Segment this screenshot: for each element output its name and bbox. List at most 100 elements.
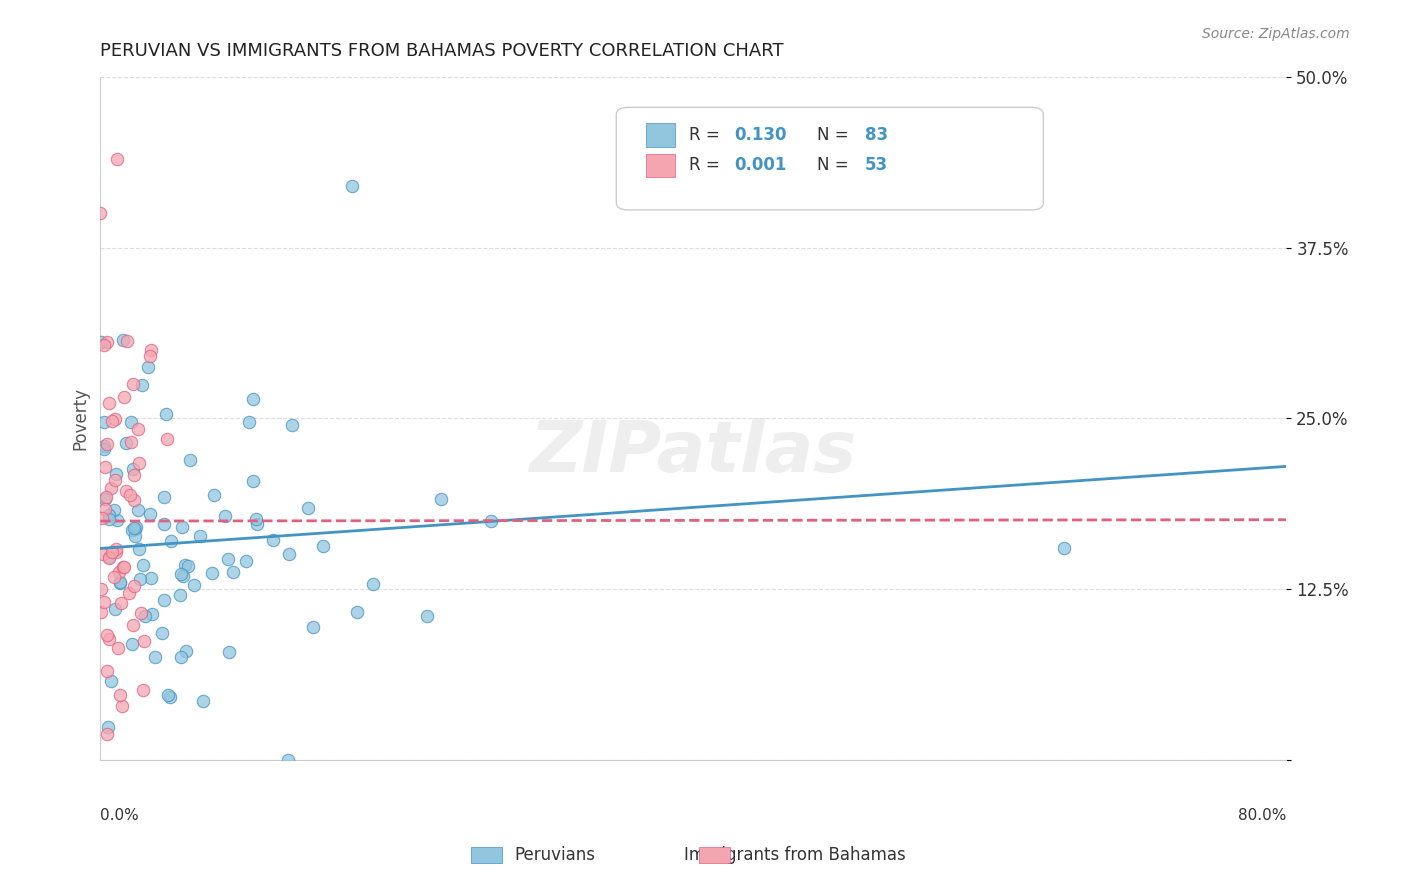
- Point: [173, 558, 195, 573]
- Point: [93, 502, 115, 516]
- Point: [124, 522, 146, 536]
- Point: [245, 512, 267, 526]
- Point: [125, 520, 148, 534]
- Point: [96, 490, 118, 504]
- Point: [179, 453, 201, 467]
- Point: [134, 609, 156, 624]
- Text: 80.0%: 80.0%: [1239, 808, 1286, 823]
- Point: [97, 549, 120, 564]
- Y-axis label: Poverty: Poverty: [72, 387, 89, 450]
- Point: [170, 650, 193, 665]
- Point: [120, 434, 142, 449]
- Point: [235, 554, 257, 568]
- Point: [153, 516, 176, 531]
- Text: 0.001: 0.001: [734, 156, 787, 175]
- Point: [97, 721, 120, 735]
- Point: [277, 548, 299, 562]
- Point: [96, 628, 118, 642]
- Point: [90, 606, 112, 620]
- Point: [160, 534, 183, 549]
- Text: Source: ZipAtlas.com: Source: ZipAtlas.com: [1202, 27, 1350, 41]
- Point: [311, 539, 333, 553]
- Point: [93, 492, 115, 507]
- Point: [141, 607, 163, 621]
- Point: [93, 415, 115, 429]
- Point: [121, 637, 143, 651]
- Point: [297, 500, 319, 515]
- Point: [170, 567, 193, 582]
- Point: [118, 488, 141, 502]
- Point: [96, 334, 118, 349]
- Text: PERUVIAN VS IMMIGRANTS FROM BAHAMAS POVERTY CORRELATION CHART: PERUVIAN VS IMMIGRANTS FROM BAHAMAS POVE…: [100, 42, 785, 60]
- Point: [112, 390, 135, 404]
- Point: [139, 343, 162, 358]
- Point: [100, 481, 122, 495]
- Point: [132, 633, 155, 648]
- Point: [169, 588, 191, 602]
- Point: [96, 436, 118, 450]
- FancyBboxPatch shape: [645, 123, 675, 146]
- Point: [96, 726, 118, 740]
- Point: [122, 492, 145, 507]
- Point: [128, 572, 150, 586]
- Point: [281, 418, 304, 433]
- Text: Peruvians: Peruvians: [515, 846, 596, 863]
- Point: [97, 632, 120, 646]
- Point: [90, 334, 112, 349]
- Point: [96, 664, 118, 678]
- Point: [93, 439, 115, 453]
- Point: [122, 618, 145, 632]
- Point: [100, 414, 122, 428]
- Point: [174, 644, 197, 658]
- FancyBboxPatch shape: [645, 153, 675, 178]
- Point: [159, 690, 181, 704]
- Point: [1053, 541, 1076, 555]
- Point: [103, 502, 125, 516]
- Point: [98, 396, 121, 410]
- Point: [104, 602, 127, 616]
- Text: 0.0%: 0.0%: [100, 808, 139, 823]
- Point: [128, 456, 150, 470]
- Point: [124, 467, 146, 482]
- Point: [115, 435, 138, 450]
- Point: [172, 520, 194, 534]
- Point: [128, 542, 150, 557]
- Point: [202, 488, 225, 502]
- Point: [153, 490, 176, 504]
- Point: [129, 606, 152, 620]
- Text: 0.130: 0.130: [734, 126, 787, 144]
- Point: [361, 576, 384, 591]
- Point: [93, 338, 115, 352]
- Point: [139, 507, 162, 521]
- Point: [132, 558, 155, 572]
- Point: [157, 689, 180, 703]
- Point: [104, 544, 127, 558]
- Point: [262, 533, 284, 548]
- Point: [156, 432, 179, 446]
- Point: [346, 605, 368, 619]
- Point: [97, 508, 120, 522]
- Point: [246, 517, 269, 532]
- Point: [108, 688, 131, 702]
- Point: [108, 576, 131, 591]
- Text: 53: 53: [865, 156, 889, 175]
- Point: [242, 392, 264, 406]
- FancyBboxPatch shape: [616, 107, 1043, 210]
- Point: [111, 560, 134, 574]
- Point: [97, 550, 120, 565]
- Point: [217, 552, 239, 566]
- Point: [90, 511, 112, 525]
- Point: [201, 566, 224, 581]
- Point: [221, 566, 243, 580]
- Point: [100, 673, 122, 688]
- Text: 83: 83: [865, 126, 889, 144]
- Point: [121, 461, 143, 475]
- Text: N =: N =: [817, 126, 855, 144]
- Point: [122, 521, 145, 535]
- Point: [172, 569, 194, 583]
- Point: [105, 513, 128, 527]
- Point: [188, 529, 211, 543]
- Point: [104, 473, 127, 487]
- Point: [183, 578, 205, 592]
- Point: [131, 683, 153, 698]
